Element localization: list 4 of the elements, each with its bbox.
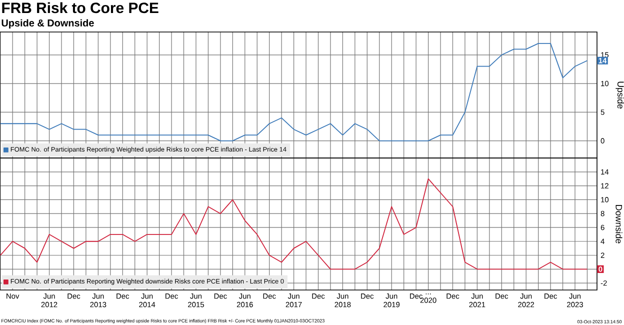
chart-title: FRB Risk to Core PCE xyxy=(2,2,158,14)
chart-subtitle: Upside & Downside xyxy=(2,19,94,28)
y-axis-title: Upside xyxy=(616,82,624,109)
y-axis-title: Downside xyxy=(616,205,622,244)
